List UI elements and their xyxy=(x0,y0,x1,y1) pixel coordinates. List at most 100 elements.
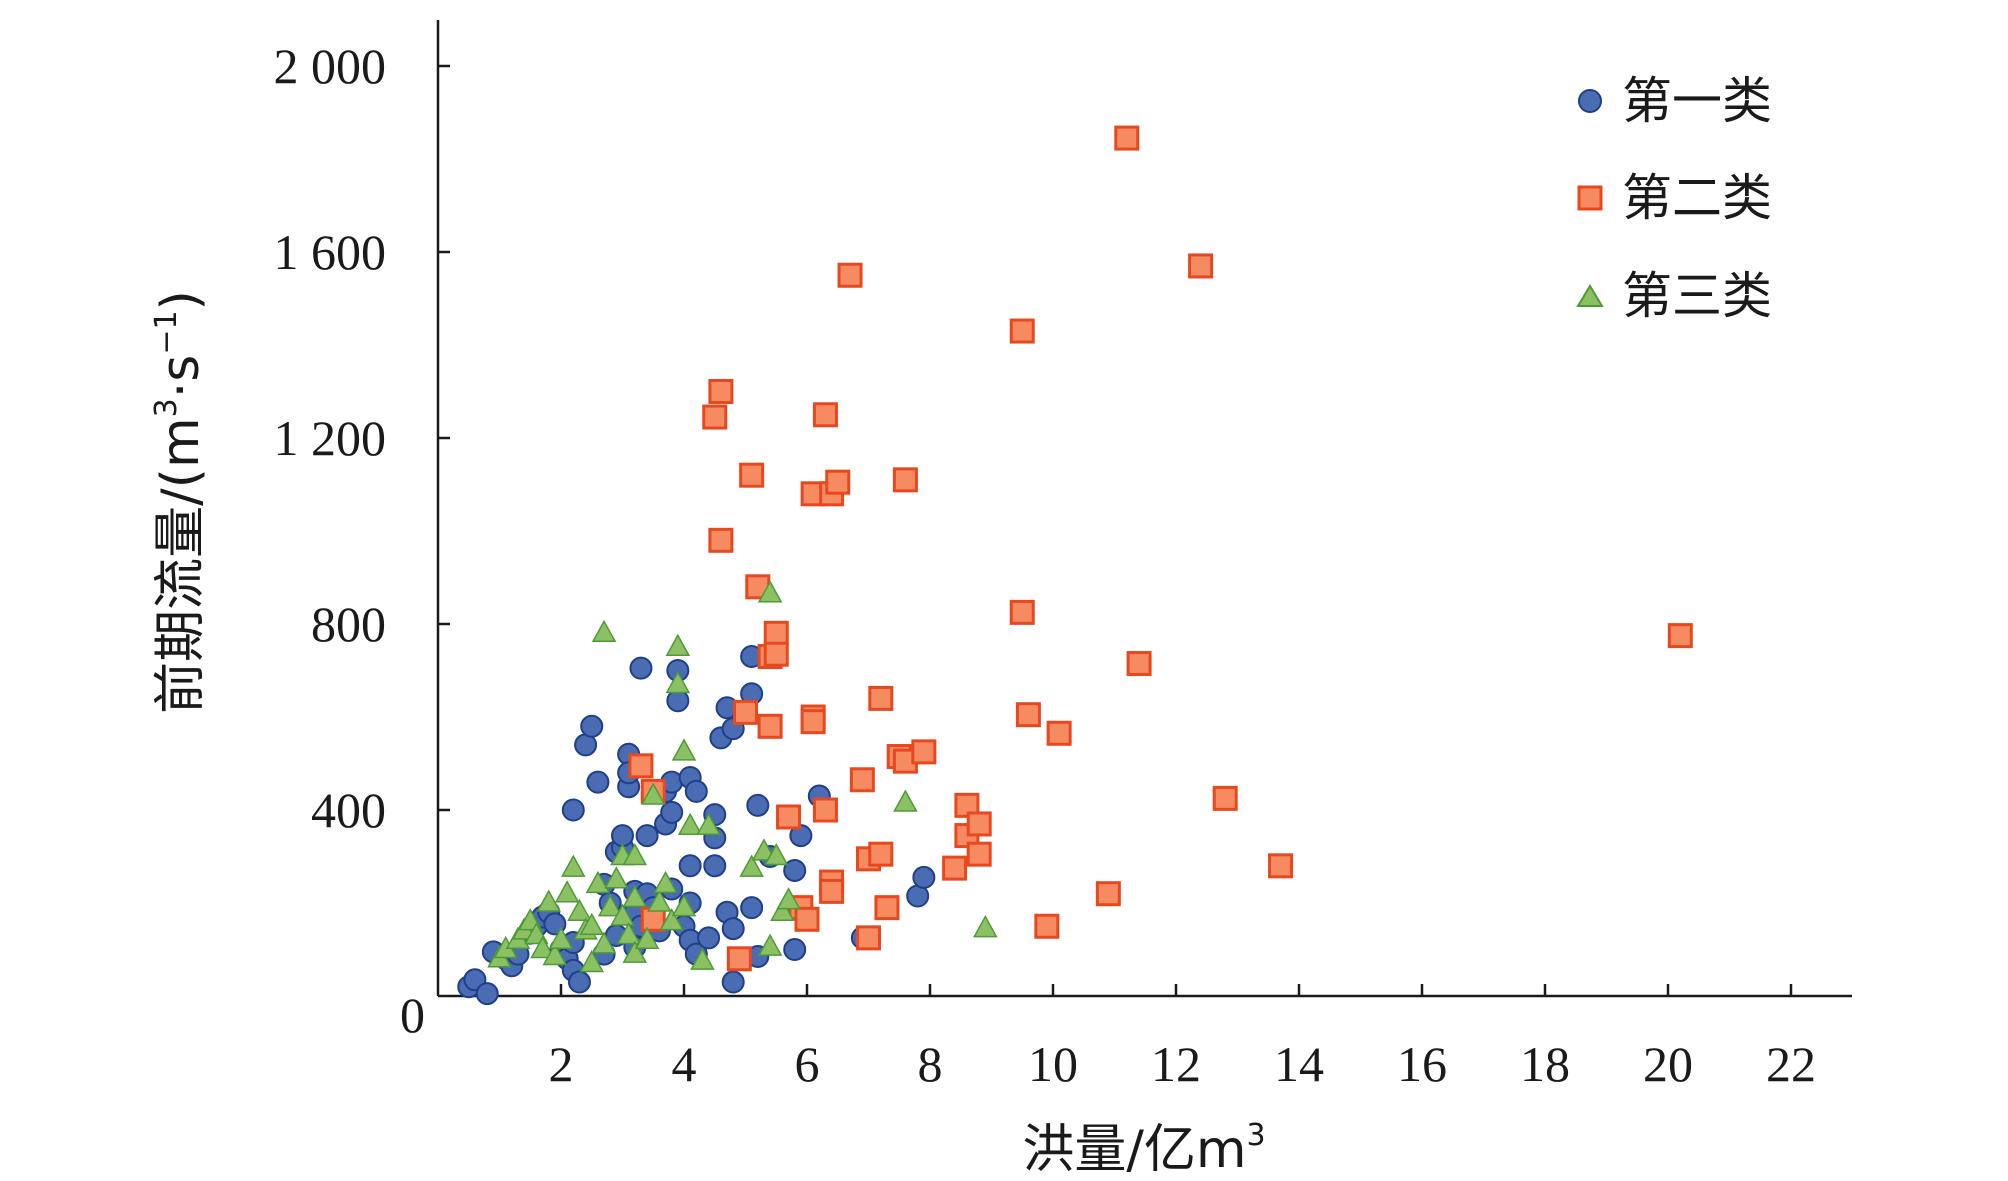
data-point-series-3 xyxy=(597,894,623,917)
x-axis-title-unit-exponent: 3 xyxy=(1247,1118,1266,1153)
data-point-series-2 xyxy=(942,855,968,881)
data-point-series-2 xyxy=(1667,623,1693,649)
data-point-series-3 xyxy=(622,842,648,866)
legend: 第一类 第二类 第三类 xyxy=(1576,72,1772,325)
x-tick-label: 2 xyxy=(549,1036,574,1092)
data-point-series-2 xyxy=(837,262,863,288)
data-point-series-1 xyxy=(660,800,684,824)
y-tick-label: 1 200 xyxy=(274,410,387,466)
data-point-series-1 xyxy=(611,824,634,848)
data-point-series-3 xyxy=(579,912,605,935)
axes xyxy=(436,20,1852,998)
data-point-series-2 xyxy=(763,641,789,667)
data-point-series-3 xyxy=(542,942,568,966)
data-point-series-2 xyxy=(708,527,734,553)
data-point-series-3 xyxy=(591,619,617,643)
data-point-series-1 xyxy=(783,858,807,882)
y-axis-title-unit-middle: ·s xyxy=(151,355,211,399)
x-tick-label: 8 xyxy=(918,1036,943,1092)
data-point-series-1 xyxy=(746,793,770,817)
data-point-series-2 xyxy=(868,841,894,867)
data-point-series-2 xyxy=(819,878,845,904)
y-axis-title: 前期流量/(m3·s−1) xyxy=(149,290,211,714)
data-point-series-3 xyxy=(604,866,629,889)
y-axis-title-end: ) xyxy=(151,290,211,310)
legend-marker-series-3 xyxy=(1576,284,1604,307)
data-point-series-2 xyxy=(1268,853,1294,879)
data-point-series-3 xyxy=(893,789,918,812)
x-axis-title-main: 洪量/亿m xyxy=(1022,1120,1246,1180)
y-tick-label: 800 xyxy=(311,596,386,652)
x-tick-label: 20 xyxy=(1643,1036,1693,1092)
data-point-series-2 xyxy=(812,797,838,823)
data-point-series-1 xyxy=(721,970,745,994)
x-tick-label: 16 xyxy=(1397,1036,1447,1092)
legend-marker-series-1 xyxy=(1578,89,1602,113)
legend-label-series-2: 第二类 xyxy=(1622,169,1772,227)
data-point-series-2 xyxy=(892,467,918,493)
data-point-series-2 xyxy=(812,402,838,428)
data-point-series-2 xyxy=(702,404,728,430)
data-point-series-3 xyxy=(622,940,648,963)
data-point-series-2 xyxy=(776,804,802,830)
data-point-series-3 xyxy=(696,812,721,836)
data-point-series-2 xyxy=(1009,318,1035,344)
data-point-series-3 xyxy=(739,854,764,877)
data-point-series-2 xyxy=(1095,881,1121,907)
data-point-series-2 xyxy=(733,699,758,725)
data-point-series-1 xyxy=(678,854,702,878)
data-point-series-3 xyxy=(776,887,801,910)
data-points xyxy=(457,125,1693,1006)
data-point-series-1 xyxy=(721,917,745,941)
data-point-series-1 xyxy=(580,714,604,738)
data-point-series-3 xyxy=(665,670,691,694)
series-3-points xyxy=(487,580,998,973)
data-point-series-3 xyxy=(659,908,684,931)
data-point-series-3 xyxy=(653,870,678,894)
data-point-series-2 xyxy=(800,709,826,735)
data-point-series-1 xyxy=(740,896,764,920)
data-point-series-2 xyxy=(874,895,900,921)
x-tick-label: 22 xyxy=(1766,1036,1816,1092)
data-point-series-1 xyxy=(703,854,727,878)
data-point-series-3 xyxy=(610,903,635,926)
data-point-series-3 xyxy=(640,782,666,805)
data-point-series-2 xyxy=(757,713,783,739)
data-point-series-3 xyxy=(567,898,592,922)
data-point-series-3 xyxy=(548,926,574,949)
data-point-series-3 xyxy=(536,889,561,912)
data-point-series-3 xyxy=(665,633,691,656)
data-point-series-2 xyxy=(1034,913,1060,939)
x-tick-label: 14 xyxy=(1274,1036,1324,1092)
data-point-series-2 xyxy=(1046,720,1072,746)
y-axis-title-unit-exponent-1: 3 xyxy=(149,398,184,417)
data-point-series-3 xyxy=(634,926,660,949)
data-point-series-1 xyxy=(666,689,690,713)
data-point-series-3 xyxy=(579,949,605,973)
y-tick-label: 0 xyxy=(400,987,425,1043)
data-point-series-1 xyxy=(635,824,659,848)
data-point-series-1 xyxy=(567,970,591,994)
data-point-series-3 xyxy=(554,880,580,903)
y-tick-label: 2 000 xyxy=(274,38,387,94)
y-axis-title-unit-exponent-2: −1 xyxy=(149,310,184,354)
data-point-series-3 xyxy=(677,812,703,836)
data-point-series-3 xyxy=(671,894,697,917)
data-point-series-3 xyxy=(690,947,715,970)
data-point-series-2 xyxy=(911,739,937,765)
data-point-series-1 xyxy=(912,865,936,889)
data-point-series-1 xyxy=(697,926,721,950)
legend-label-series-3: 第三类 xyxy=(1622,267,1772,325)
data-point-series-2 xyxy=(628,753,654,779)
data-point-series-2 xyxy=(1126,651,1152,677)
data-point-series-3 xyxy=(591,931,617,954)
data-point-series-2 xyxy=(1212,785,1238,811)
data-point-series-1 xyxy=(586,770,610,794)
x-tick-label: 6 xyxy=(795,1036,820,1092)
data-point-series-3 xyxy=(561,854,586,877)
data-point-series-2 xyxy=(966,811,992,837)
data-point-series-3 xyxy=(973,915,998,938)
data-point-series-3 xyxy=(757,933,783,956)
data-point-series-3 xyxy=(757,580,783,603)
